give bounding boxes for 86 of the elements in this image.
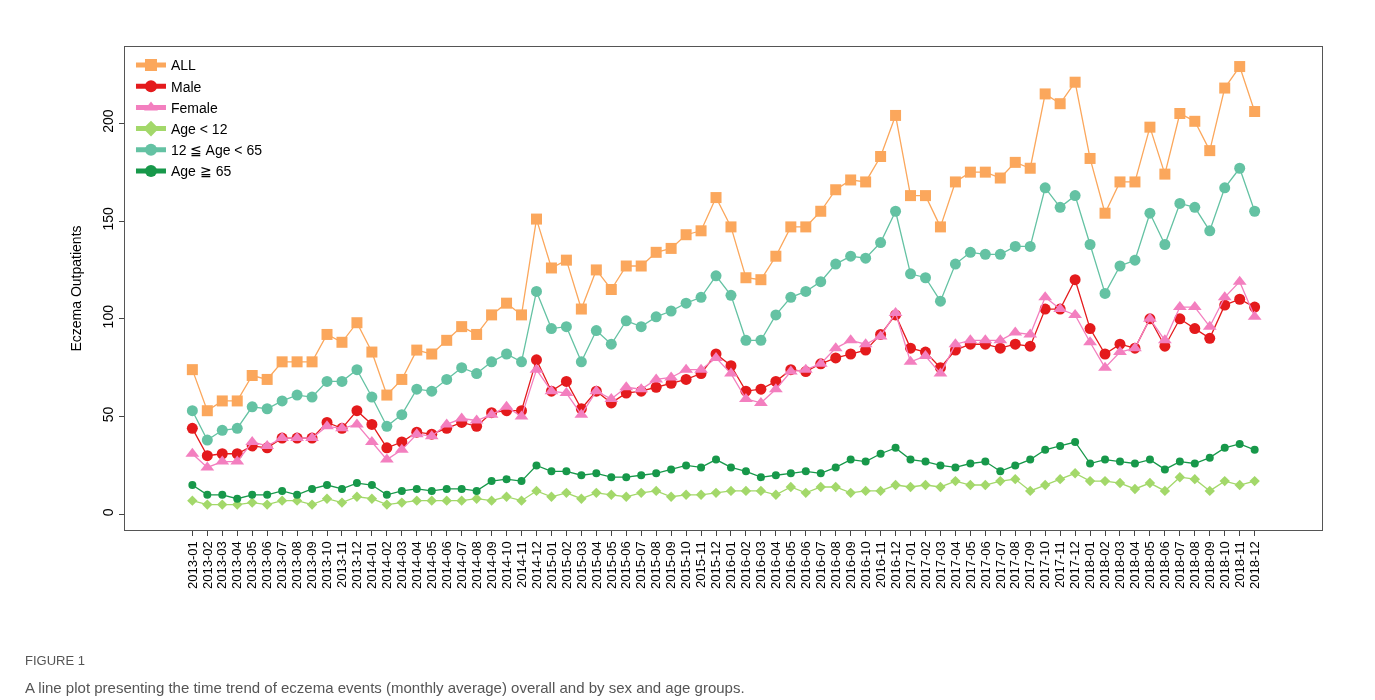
x-tick-label: 2014-08 <box>468 541 484 589</box>
x-tick-label: 2017-12 <box>1067 541 1083 589</box>
x-tick-label: 2018-05 <box>1142 541 1158 589</box>
x-tick-label: 2018-01 <box>1082 541 1098 589</box>
y-tick-label: 0 <box>100 508 117 517</box>
x-tick-label: 2013-04 <box>229 541 245 589</box>
x-tick-label: 2013-10 <box>319 541 335 589</box>
x-tick-label: 2015-07 <box>633 541 649 589</box>
x-tick-label: 2014-06 <box>438 541 454 589</box>
x-tick-label: 2018-10 <box>1216 541 1232 589</box>
x-tick-label: 2016-06 <box>798 541 814 589</box>
x-tick-label: 2018-08 <box>1187 541 1203 589</box>
x-tick-label: 2015-04 <box>588 541 604 589</box>
y-tick-label: 100 <box>100 304 117 329</box>
x-tick-label: 2018-11 <box>1231 541 1247 588</box>
x-tick-label: 2016-08 <box>827 541 843 589</box>
y-tick-label: 50 <box>100 406 117 423</box>
x-tick-label: 2015-11 <box>693 541 709 588</box>
x-tick-label: 2015-09 <box>663 541 679 589</box>
x-tick-label: 2016-01 <box>723 541 739 589</box>
legend-label: 12 ≦ Age < 65 <box>170 142 263 159</box>
x-tick-label: 2013-11 <box>334 541 350 588</box>
x-tick-label: 2014-02 <box>379 541 395 589</box>
y-axis-title: Eczema Outpatients <box>68 225 84 352</box>
x-tick-label: 2017-09 <box>1022 541 1038 589</box>
x-tick-label: 2017-08 <box>1007 541 1023 589</box>
x-tick-label: 2017-05 <box>962 541 978 589</box>
x-tick-label: 2017-10 <box>1037 541 1053 589</box>
x-tick-label: 2015-08 <box>648 541 664 589</box>
x-tick-label: 2016-05 <box>783 541 799 589</box>
x-tick-label: 2016-09 <box>842 541 858 589</box>
x-tick-label: 2015-05 <box>603 541 619 589</box>
legend-label: Age ≧ 65 <box>170 163 232 180</box>
x-tick-label: 2013-07 <box>274 541 290 589</box>
x-tick-label: 2017-07 <box>992 541 1008 589</box>
x-tick-label: 2013-02 <box>199 541 215 589</box>
legend-label: Female <box>170 99 218 116</box>
x-tick-label: 2014-03 <box>394 541 410 589</box>
x-tick-label: 2013-05 <box>244 541 260 589</box>
legend-label: ALL <box>170 57 197 74</box>
x-tick-label: 2013-12 <box>349 541 365 589</box>
x-tick-label: 2014-11 <box>513 541 529 588</box>
x-tick-label: 2018-02 <box>1097 541 1113 589</box>
x-tick-label: 2015-02 <box>558 541 574 589</box>
x-tick-label: 2017-02 <box>917 541 933 589</box>
x-tick-label: 2018-06 <box>1157 541 1173 589</box>
x-tick-label: 2016-10 <box>857 541 873 589</box>
x-tick-label: 2015-12 <box>708 541 724 589</box>
x-tick-label: 2016-07 <box>812 541 828 589</box>
x-tick-label: 2018-12 <box>1246 541 1262 589</box>
legend-label: Age < 12 <box>170 121 228 138</box>
x-tick-label: 2013-08 <box>289 541 305 589</box>
x-tick-label: 2013-01 <box>184 541 200 589</box>
x-tick-label: 2017-01 <box>902 541 918 589</box>
x-tick-label: 2015-06 <box>618 541 634 589</box>
y-tick-label: 200 <box>100 109 117 133</box>
x-tick-label: 2013-09 <box>304 541 320 589</box>
x-tick-label: 2014-10 <box>498 541 514 589</box>
legend-label: Male <box>170 78 202 95</box>
x-tick-label: 2016-04 <box>768 541 784 589</box>
x-tick-label: 2018-03 <box>1112 541 1128 589</box>
x-tick-label: 2016-12 <box>887 541 903 589</box>
x-tick-label: 2018-07 <box>1172 541 1188 589</box>
x-tick-label: 2015-01 <box>543 541 559 589</box>
x-tick-label: 2017-11 <box>1052 541 1068 588</box>
x-tick-label: 2014-05 <box>423 541 439 589</box>
x-tick-label: 2017-03 <box>932 541 948 589</box>
x-tick-label: 2017-04 <box>947 541 963 589</box>
x-tick-label: 2013-03 <box>214 541 230 589</box>
x-tick-label: 2013-06 <box>259 541 275 589</box>
x-tick-label: 2015-03 <box>573 541 589 589</box>
x-tick-label: 2016-11 <box>872 541 888 588</box>
x-tick-label: 2014-01 <box>364 541 380 589</box>
text: A line plot presenting the time trend of eczema events (monthly average) overall and by sex and age groups. <box>25 679 745 696</box>
x-tick-label: 2016-03 <box>753 541 769 589</box>
x-tick-label: 2017-06 <box>977 541 993 589</box>
y-tick-label: 150 <box>100 207 117 231</box>
x-tick-label: 2014-04 <box>409 541 425 589</box>
caption: FIGURE 1 <box>25 653 85 668</box>
x-tick-label: 2014-12 <box>528 541 544 589</box>
x-tick-label: 2018-04 <box>1127 541 1143 589</box>
x-tick-label: 2018-09 <box>1201 541 1217 589</box>
x-tick-label: 2014-07 <box>453 541 469 589</box>
x-tick-label: 2014-09 <box>483 541 499 589</box>
x-tick-label: 2016-02 <box>738 541 754 589</box>
x-tick-label: 2015-10 <box>678 541 694 589</box>
